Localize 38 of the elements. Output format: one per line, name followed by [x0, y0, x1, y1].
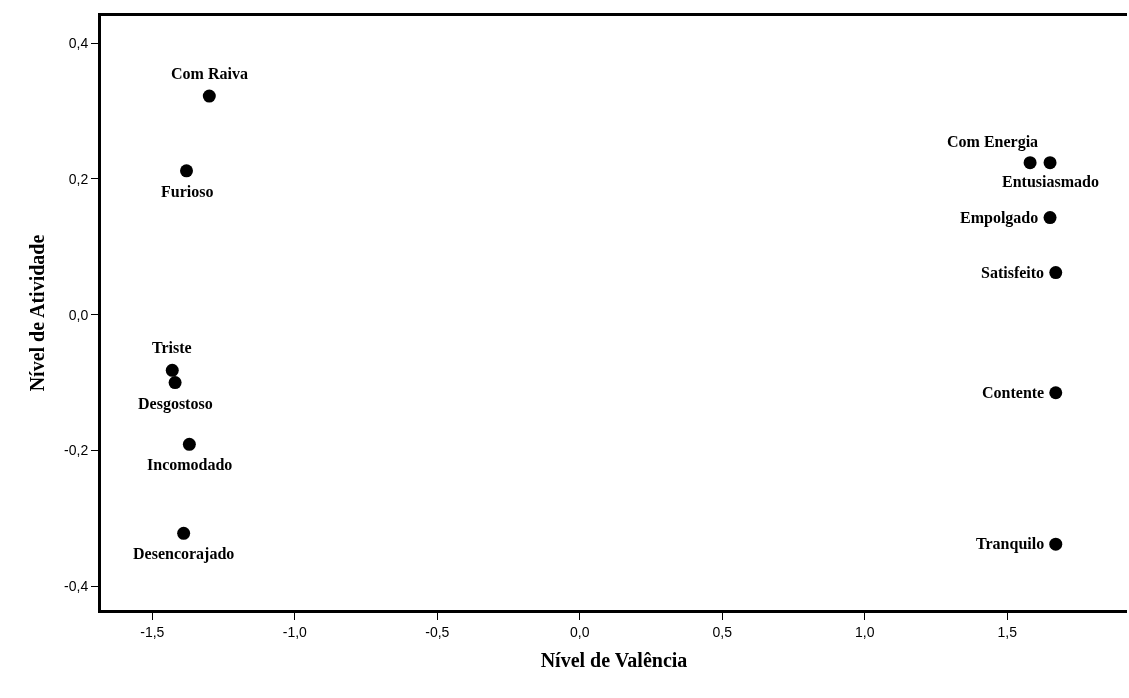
annotation: Triste	[152, 339, 192, 356]
y-tick-label: -0,4	[64, 578, 89, 595]
x-tick-label: -0,5	[425, 623, 450, 640]
point	[165, 363, 179, 377]
annotation: Desgostoso	[138, 395, 213, 413]
x-tick-label: 1,5	[997, 623, 1018, 640]
y-tick-label: 0,4	[68, 35, 89, 52]
y-tick-label: 0,2	[68, 170, 89, 187]
point	[1023, 156, 1037, 170]
point	[168, 376, 182, 390]
x-tick-label: -1,5	[140, 623, 165, 640]
y-tick-label: 0,0	[68, 306, 89, 323]
point	[177, 526, 191, 540]
annotation: Incomodado	[147, 456, 233, 473]
annotation: Com Raiva	[171, 65, 248, 82]
point	[1049, 537, 1063, 551]
annotation: Furioso	[161, 183, 214, 200]
x-tick-label: 1,0	[855, 623, 875, 640]
x-tick-label: -1,0	[282, 623, 308, 640]
y-tick-label: -0,2	[64, 442, 89, 459]
point	[1049, 266, 1063, 280]
point	[1043, 211, 1057, 225]
point	[180, 164, 193, 178]
annotation: Contente	[982, 384, 1045, 401]
annotation: Tranquilo	[976, 535, 1045, 553]
annotation: Desencorajado	[133, 545, 235, 563]
y-axis-title: Nível de Atividade	[25, 234, 48, 392]
annotation: Satisfeito	[981, 264, 1045, 281]
annotation: Empolgado	[960, 209, 1039, 227]
x-axis-title: Nível de Valência	[540, 649, 688, 672]
annotation: Entusiasmado	[1002, 173, 1099, 190]
x-tick-label: 0,0	[570, 623, 590, 640]
point	[182, 437, 196, 451]
point	[1043, 156, 1057, 170]
annotation: Com Energia	[947, 133, 1039, 151]
x-tick-label: 0,5	[712, 623, 733, 640]
point	[1049, 386, 1063, 400]
point	[202, 89, 216, 103]
